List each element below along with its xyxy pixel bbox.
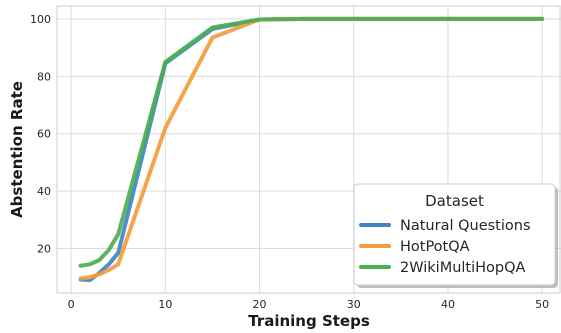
- plot-frame: [56, 5, 561, 294]
- legend-box: [353, 183, 556, 286]
- legend-label: 2WikiMultiHopQA: [400, 260, 526, 276]
- y-tick-label: 40: [37, 185, 51, 198]
- legend-title: Dataset: [425, 192, 484, 210]
- y-tick-label: 80: [37, 70, 51, 83]
- legend-label: Natural Questions: [400, 218, 531, 234]
- x-tick-label: 0: [68, 298, 75, 311]
- y-tick-label: 20: [37, 243, 51, 256]
- x-tick-label: 30: [347, 298, 361, 311]
- series-line-2: [78, 16, 545, 268]
- legend-entry: Natural Questions: [359, 218, 531, 234]
- x-tick-label: 10: [158, 298, 172, 311]
- x-tick-label: 20: [253, 298, 267, 311]
- legend-entries: Natural Questions HotPotQA 2WikiMultiHopQA: [359, 218, 531, 276]
- x-axis-title: Training Steps: [248, 312, 370, 329]
- y-axis-title: Abstention Rate: [8, 81, 26, 218]
- y-tick-label: 60: [37, 128, 51, 141]
- x-tick-label: 50: [535, 298, 549, 311]
- tick-label-layer: 0 10 20 30 40 50 20 40 60 80 100: [30, 13, 549, 311]
- legend-label: HotPotQA: [400, 239, 470, 255]
- y-tick-label: 100: [30, 13, 51, 26]
- legend-entry: 2WikiMultiHopQA: [359, 260, 526, 276]
- x-tick-label: 40: [441, 298, 455, 311]
- legend-entry: HotPotQA: [359, 239, 470, 255]
- series-layer: [78, 16, 545, 283]
- legend: Dataset Natural Questions HotPotQA 2WikiMu…: [353, 183, 558, 288]
